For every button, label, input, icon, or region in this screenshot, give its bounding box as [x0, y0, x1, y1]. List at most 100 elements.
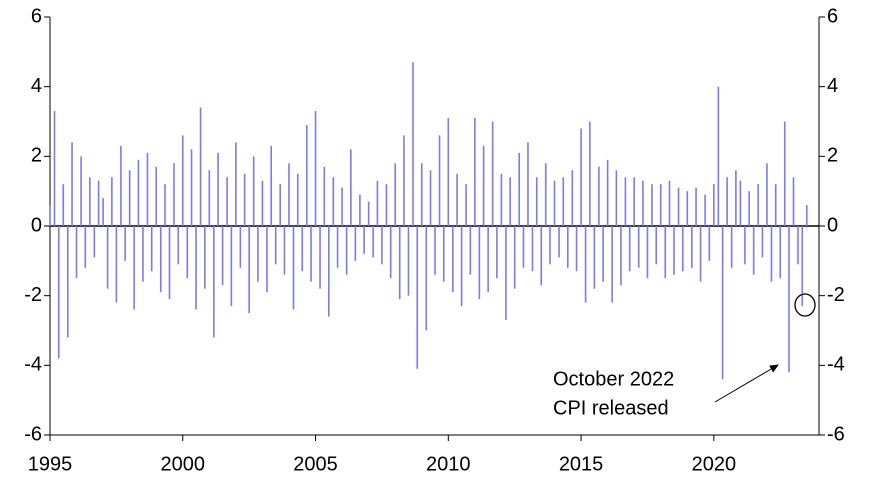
bar — [691, 226, 693, 268]
bar — [407, 226, 410, 296]
x-tick-label: 2000 — [161, 453, 206, 475]
bar — [770, 226, 773, 282]
bar — [150, 226, 153, 272]
bar — [204, 226, 206, 289]
bar — [575, 226, 578, 272]
bar — [323, 166, 326, 226]
bar — [744, 226, 746, 265]
bar — [633, 177, 635, 226]
bar — [164, 184, 166, 226]
bar — [274, 226, 277, 265]
y2-tick-label: -6 — [827, 423, 845, 445]
y2-tick-label: -2 — [827, 284, 845, 306]
y2-tick-label: 0 — [827, 214, 838, 236]
bar — [314, 111, 317, 226]
bar — [788, 226, 790, 373]
bar — [721, 226, 724, 380]
bar — [783, 121, 786, 226]
bar — [628, 226, 631, 272]
bar — [57, 226, 60, 359]
bar — [398, 226, 401, 300]
bar — [305, 124, 308, 226]
bar — [367, 201, 370, 226]
bar — [673, 226, 675, 275]
bar — [567, 226, 569, 268]
bar — [695, 187, 697, 226]
bar — [779, 226, 782, 279]
bar — [761, 226, 764, 258]
bar — [659, 184, 662, 226]
bar — [469, 226, 472, 275]
bar — [248, 226, 250, 314]
bar — [394, 163, 397, 226]
annotation-arrow — [714, 364, 779, 403]
x-tick-label: 2020 — [692, 453, 737, 475]
bar — [420, 163, 423, 226]
bar — [442, 226, 445, 282]
bar — [186, 226, 189, 279]
bar — [71, 142, 73, 226]
bar — [739, 180, 742, 226]
bar — [181, 135, 184, 226]
bar — [235, 142, 237, 226]
bar — [292, 226, 295, 310]
bar — [412, 62, 414, 227]
annotation: October 2022 — [553, 368, 674, 390]
bar — [128, 170, 131, 226]
bar — [797, 226, 799, 265]
bar — [434, 226, 436, 275]
bar — [102, 198, 104, 226]
bar — [124, 226, 126, 261]
y2-tick-label: -4 — [827, 354, 845, 376]
bar — [288, 163, 290, 226]
bar — [544, 163, 547, 226]
bar — [429, 170, 432, 226]
bar — [580, 128, 582, 226]
bar — [376, 180, 379, 226]
bar — [757, 184, 759, 226]
x-tick-label: 2015 — [559, 453, 604, 475]
bar — [106, 226, 109, 289]
bar — [598, 166, 600, 226]
bar — [381, 226, 383, 265]
bar — [615, 170, 618, 226]
bar — [681, 226, 684, 272]
bar — [159, 226, 162, 293]
bar — [792, 177, 795, 226]
bar — [748, 191, 750, 226]
bar — [717, 86, 720, 227]
bar — [252, 156, 255, 226]
bar — [173, 163, 175, 226]
bar — [336, 226, 339, 268]
bar — [505, 226, 507, 321]
bar — [270, 145, 272, 226]
bar — [75, 226, 78, 279]
bar — [509, 177, 511, 226]
bar — [513, 226, 516, 289]
bar — [195, 226, 197, 310]
bar — [465, 184, 467, 226]
bar — [332, 177, 335, 226]
bar — [279, 184, 282, 226]
bar — [341, 187, 343, 226]
bar — [562, 177, 565, 226]
bar — [549, 226, 551, 265]
bar — [66, 226, 69, 338]
bar — [177, 226, 180, 265]
bar — [651, 184, 653, 226]
bar — [243, 173, 246, 226]
bar — [137, 159, 140, 226]
y-tick-label: 4 — [31, 75, 42, 97]
bar — [527, 142, 529, 226]
bar — [89, 177, 91, 226]
bar — [133, 226, 135, 310]
bar — [642, 180, 644, 226]
bar — [611, 226, 613, 303]
bar — [460, 226, 463, 307]
bar — [416, 226, 419, 369]
bar — [553, 180, 556, 226]
bar — [686, 191, 689, 226]
bar — [518, 152, 521, 226]
bar — [708, 226, 711, 261]
